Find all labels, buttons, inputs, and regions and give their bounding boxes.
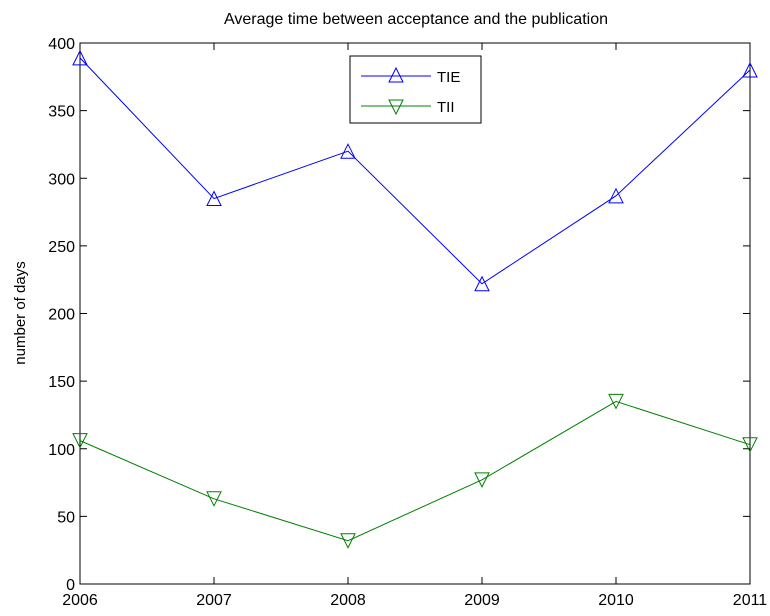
x-tick-label: 2009 (464, 592, 500, 609)
data-point-tie (206, 190, 222, 207)
legend-marker-tii (388, 99, 404, 116)
legend: TIE TII (349, 55, 482, 124)
data-point-tie (474, 275, 490, 292)
data-point-tii (72, 433, 88, 449)
y-tick-label: 300 (48, 171, 75, 188)
data-point-tii (474, 472, 490, 488)
x-tick-label: 2006 (62, 592, 98, 609)
data-point-tie (608, 187, 624, 204)
x-tick-label: 2010 (598, 592, 634, 609)
y-tick-label: 150 (48, 374, 75, 391)
series-layer (72, 49, 758, 549)
data-point-tie (340, 143, 356, 159)
y-axis-label: number of days (12, 261, 29, 364)
x-axis: 2006 2007 2008 2009 2010 2011 (62, 43, 767, 609)
data-point-tie (72, 49, 88, 66)
y-tick-label: 250 (48, 239, 75, 256)
y-axis: 0 50 100 150 200 250 300 350 400 (48, 36, 750, 594)
x-tick-label: 2008 (330, 592, 366, 609)
y-tick-label: 400 (48, 36, 75, 53)
series-line-tii (79, 400, 751, 542)
legend-marker-tie (388, 66, 404, 83)
x-tick-label: 2007 (196, 592, 232, 609)
legend-label-tii: TII (437, 99, 455, 116)
legend-label-tie: TIE (437, 69, 460, 86)
y-tick-label: 100 (48, 442, 75, 459)
y-tick-label: 50 (57, 509, 75, 526)
data-point-tii (742, 437, 758, 453)
series-line-tie (79, 57, 751, 285)
legend-box (349, 55, 482, 124)
chart-title: Average time between acceptance and the … (224, 11, 608, 28)
x-tick-label: 2011 (733, 592, 768, 609)
y-tick-label: 200 (48, 307, 75, 324)
y-tick-label: 0 (66, 577, 75, 594)
data-point-tii (206, 491, 222, 507)
plot-area (79, 42, 751, 585)
y-tick-label: 350 (48, 104, 75, 121)
data-point-tie (742, 61, 758, 78)
data-point-tii (608, 393, 624, 410)
data-point-tii (340, 533, 356, 549)
